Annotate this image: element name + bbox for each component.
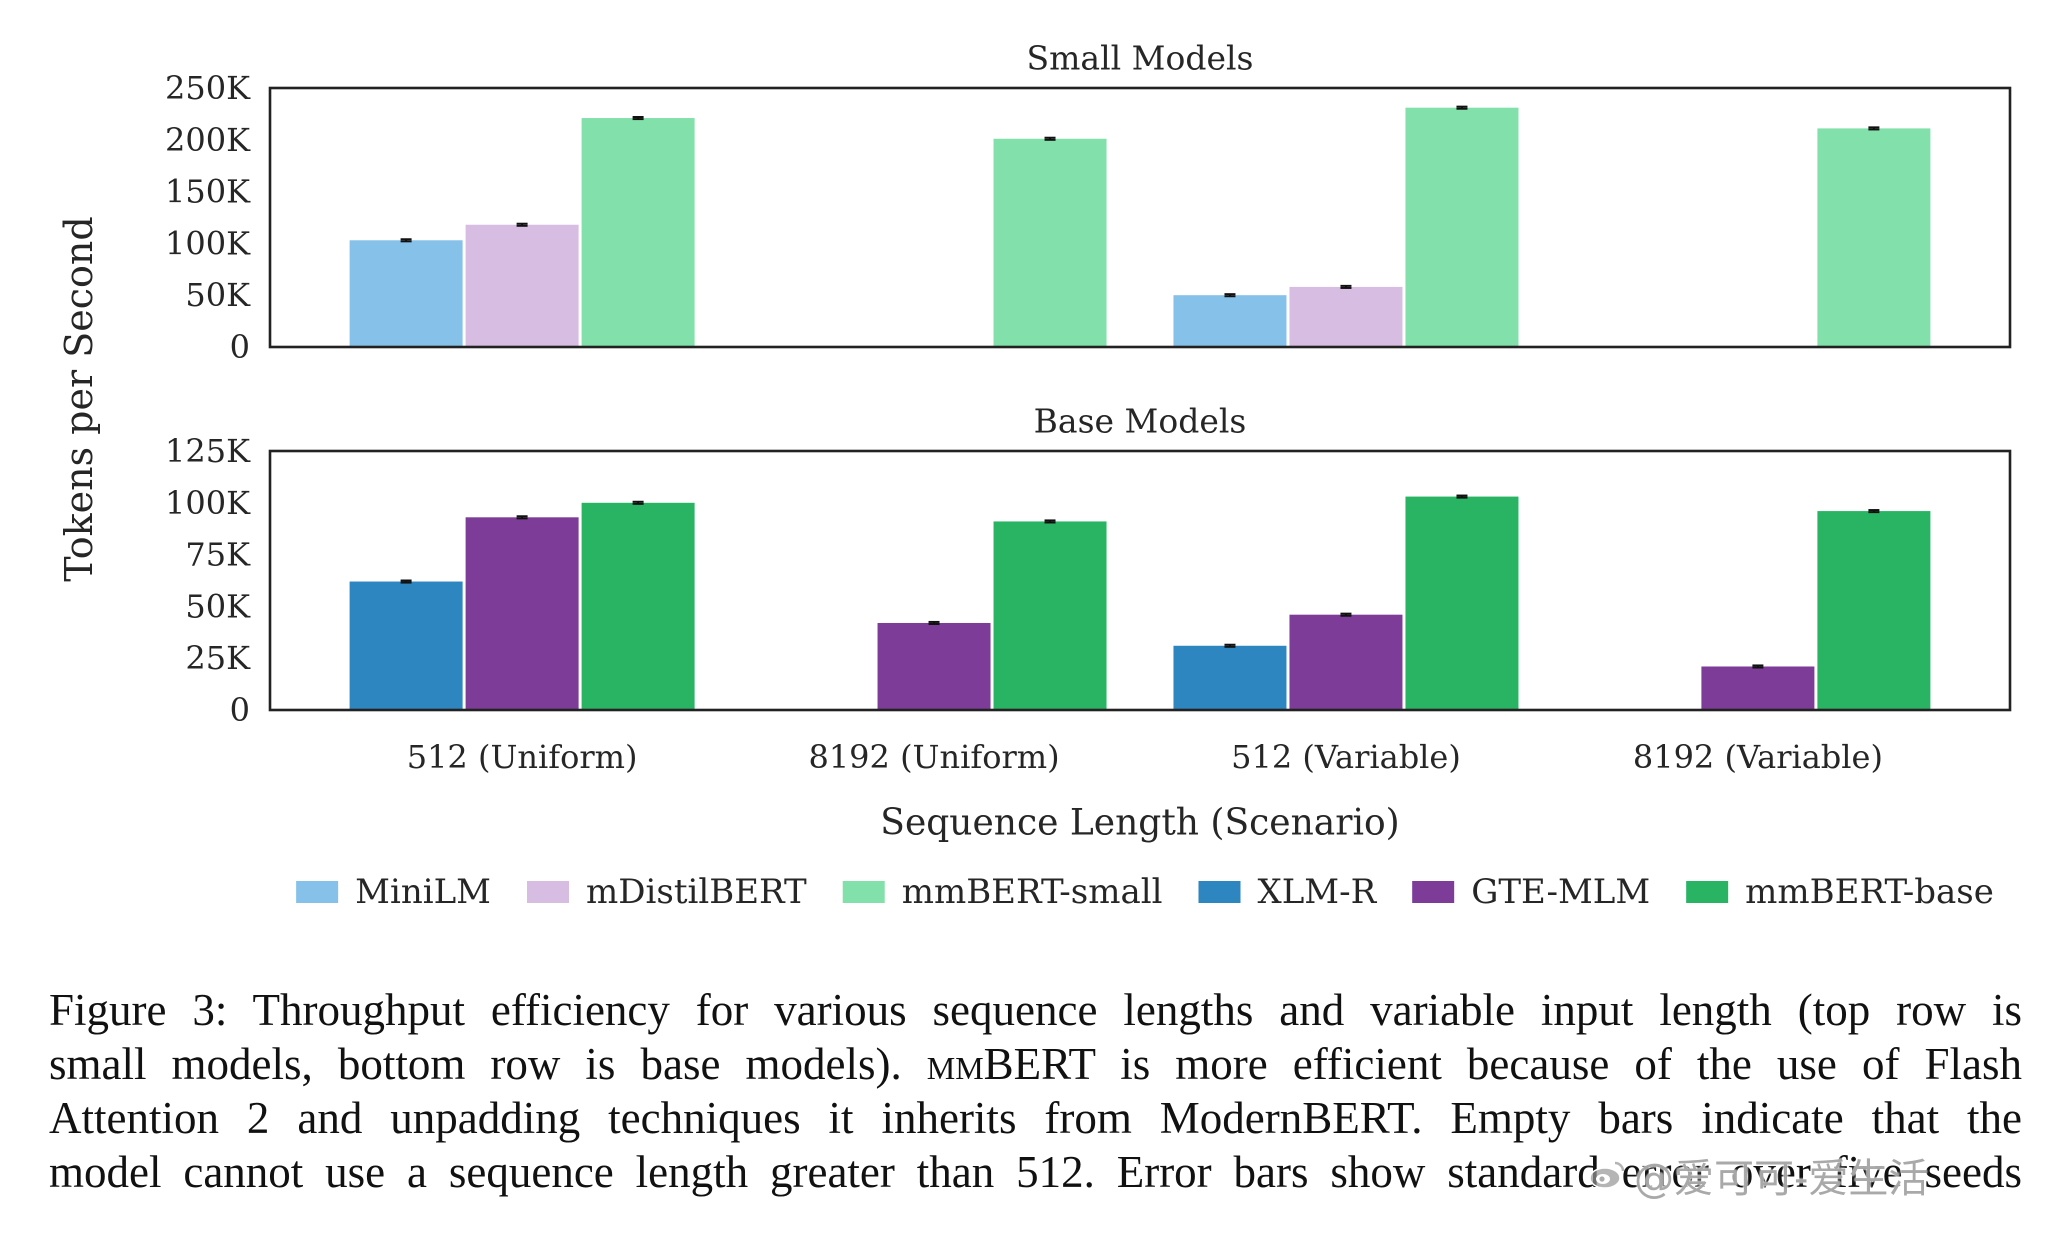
- bar-mmbert-base-8192-variable: [1817, 511, 1931, 710]
- legend-swatch: [1198, 881, 1241, 903]
- legend-swatch: [527, 881, 569, 903]
- legend-label: mDistilBERT: [586, 872, 807, 912]
- bars: [349, 105, 1931, 348]
- throughput-bar-chart: Small Models 0 50K 100K 150K 200K 250K Base Mod…: [57, 39, 2012, 912]
- y-tick-label: 100K: [165, 484, 251, 522]
- caption-line-4: model cannot use a sequence length great…: [49, 1147, 2022, 1197]
- x-tick-label-512-variable: 512 (Variable): [1231, 738, 1461, 776]
- error-bar-xlm-r-512-variable: [1224, 643, 1236, 648]
- legend-label: mmBERT-base: [1745, 872, 1994, 912]
- bar-mmbert-base-512-variable: [1405, 496, 1519, 710]
- bar-xlm-r-512-variable: [1173, 645, 1287, 710]
- legend-item-minilm: MiniLM: [296, 872, 491, 912]
- error-bar-mmbert-small-512-variable: [1456, 105, 1468, 110]
- error-bar-mmbert-small-512-uniform: [632, 116, 644, 121]
- y-tick-label: 100K: [165, 224, 251, 262]
- error-bar-minilm-512-uniform: [400, 238, 412, 243]
- bar-minilm-512-variable: [1173, 295, 1287, 347]
- legend-item-mmbert-base: mmBERT-base: [1686, 872, 1994, 912]
- bar-gte-mlm-8192-uniform: [877, 622, 991, 710]
- caption-line-2-start: small models, bottom row is base models)…: [49, 1039, 927, 1089]
- bar-mmbert-small-8192-variable: [1817, 128, 1931, 347]
- error-bar-mmbert-small-8192-uniform: [1044, 136, 1056, 141]
- y-tick-label: 150K: [165, 173, 251, 211]
- y-tick-label: 0: [230, 691, 250, 729]
- legend-swatch: [1686, 881, 1729, 903]
- legend-item-mdistilbert: mDistilBERT: [527, 872, 807, 912]
- legend-swatch: [842, 881, 885, 903]
- error-bar-gte-mlm-512-uniform: [516, 515, 528, 520]
- error-bar-xlm-r-512-uniform: [400, 579, 412, 584]
- legend-label: GTE-MLM: [1471, 872, 1650, 912]
- y-tick-label: 250K: [165, 69, 251, 107]
- error-bar-mmbert-small-8192-variable: [1868, 126, 1880, 131]
- bar-gte-mlm-8192-variable: [1701, 666, 1815, 710]
- y-tick-label: 200K: [165, 121, 251, 159]
- plot-frame: [268, 86, 2012, 349]
- y-tick-label: 25K: [185, 639, 251, 677]
- y-tick-label: 75K: [185, 536, 251, 574]
- panel-small-models: Small Models 0 50K 100K 150K 200K 250K: [165, 39, 2012, 366]
- figure-caption: Figure 3: Throughput efficiency for vari…: [49, 983, 2022, 1199]
- bar-mdistilbert-512-uniform: [465, 224, 579, 347]
- error-bar-mmbert-base-8192-variable: [1868, 509, 1880, 514]
- bar-gte-mlm-512-uniform: [465, 517, 579, 710]
- error-bar-mmbert-base-8192-uniform: [1044, 519, 1056, 524]
- legend-label: mmBERT-small: [902, 872, 1163, 912]
- legend-item-gte-mlm: GTE-MLM: [1412, 872, 1650, 912]
- y-tick-label: 125K: [165, 432, 251, 470]
- y-tick-label: 50K: [185, 276, 251, 314]
- legend-label: XLM-R: [1258, 872, 1378, 912]
- x-tick-label-8192-uniform: 8192 (Uniform): [808, 738, 1059, 776]
- legend: MiniLM mDistilBERT mmBERT-small XLM-R GTE-ML…: [296, 872, 1994, 912]
- bars: [349, 494, 1931, 710]
- error-bar-mmbert-base-512-variable: [1456, 494, 1468, 499]
- watermark-text: @爱可可-爱生活: [1634, 1156, 1929, 1202]
- bar-mmbert-small-8192-uniform: [993, 138, 1107, 347]
- legend-swatch: [1412, 881, 1455, 903]
- error-bar-mdistilbert-512-variable: [1340, 284, 1352, 289]
- bar-mmbert-base-8192-uniform: [993, 521, 1107, 710]
- bar-minilm-512-uniform: [349, 240, 463, 347]
- x-tick-label-512-uniform: 512 (Uniform): [407, 738, 638, 776]
- y-tick-label: 50K: [185, 587, 251, 625]
- legend-label: MiniLM: [355, 872, 491, 912]
- legend-swatch: [296, 881, 339, 903]
- watermark: @爱可可-爱生活: [1588, 1150, 1928, 1202]
- legend-item-xlm-r: XLM-R: [1198, 872, 1378, 912]
- bar-mmbert-base-512-uniform: [581, 502, 695, 710]
- caption-line-3: Attention 2 and unpadding techniques it …: [49, 1093, 2022, 1143]
- bar-mmbert-small-512-variable: [1405, 107, 1519, 348]
- plot-frame: [268, 449, 2012, 712]
- error-bar-gte-mlm-8192-uniform: [928, 620, 940, 626]
- bar-mmbert-small-512-uniform: [581, 118, 695, 347]
- panel-title: Small Models: [1027, 39, 1254, 78]
- bar-mdistilbert-512-variable: [1289, 286, 1403, 347]
- panel-base-models: Base Models 0 25K 50K 75K 100K 125K: [165, 402, 2012, 729]
- bar-xlm-r-512-uniform: [349, 581, 463, 710]
- error-bar-mdistilbert-512-uniform: [516, 222, 528, 227]
- panel-title: Base Models: [1034, 402, 1247, 441]
- caption-line-2: small models, bottom row is base models)…: [49, 1037, 2022, 1091]
- caption-line-1: Figure 3: Throughput efficiency for vari…: [49, 985, 2022, 1035]
- x-tick-label-8192-variable: 8192 (Variable): [1633, 738, 1883, 776]
- error-bar-gte-mlm-8192-variable: [1752, 664, 1764, 669]
- y-axis-label: Tokens per Second: [57, 216, 101, 581]
- caption-line-2-end: BERT is more efficient because of the us…: [983, 1039, 2023, 1089]
- error-bar-minilm-512-variable: [1224, 293, 1236, 298]
- x-axis-label: Sequence Length (Scenario): [880, 803, 1399, 844]
- weibo-logo-icon: [1589, 1161, 1625, 1189]
- error-bar-mmbert-base-512-uniform: [632, 500, 644, 505]
- caption-mmbert-smallcaps: mm: [926, 1039, 984, 1089]
- y-tick-label: 0: [230, 328, 250, 366]
- bar-gte-mlm-512-variable: [1289, 614, 1403, 710]
- legend-item-mmbert-small: mmBERT-small: [842, 872, 1163, 912]
- error-bar-gte-mlm-512-variable: [1340, 612, 1352, 617]
